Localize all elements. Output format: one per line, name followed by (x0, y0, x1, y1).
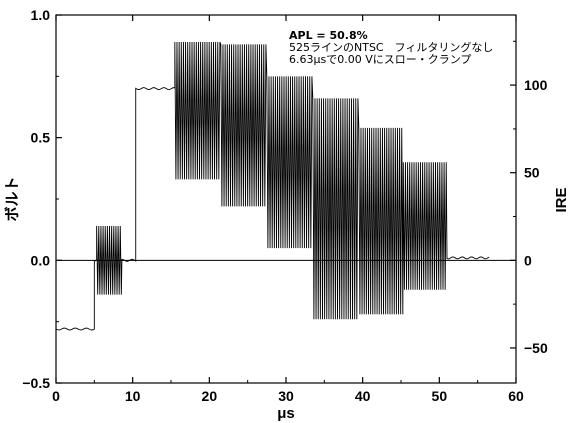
x-tick-label: 40 (355, 388, 371, 404)
annotation-clamp: 6.63μsで0.00 Vにスロー・クランプ (289, 53, 471, 66)
annotation-apl: APL = 50.8% (289, 29, 368, 42)
waveform-trace-0 (55, 41, 490, 331)
y-axis-left-label: ボルト (4, 176, 21, 221)
y-axis-right-ticks: −50 0 50 100 (510, 40, 548, 356)
y-right-tick-label: −50 (524, 340, 548, 356)
y-axis-left-ticks: −0.5 0.0 0.5 1.0 (22, 7, 62, 391)
x-tick-label: 0 (52, 388, 60, 404)
x-axis-label: μs (277, 405, 295, 422)
y-left-tick-label: 0.0 (31, 252, 51, 268)
y-axis-right-label: IRE (553, 187, 570, 212)
x-tick-label: 50 (432, 388, 448, 404)
x-tick-label: 30 (278, 388, 294, 404)
y-left-tick-label: 0.5 (31, 130, 51, 146)
x-tick-label: 10 (125, 388, 141, 404)
x-axis-ticks: 0 10 20 30 40 50 60 (52, 15, 524, 404)
y-right-tick-label: 50 (524, 165, 540, 181)
y-right-tick-label: 100 (524, 77, 548, 93)
y-left-tick-label: −0.5 (22, 375, 50, 391)
y-right-tick-label: 0 (524, 252, 532, 268)
plot-frame (55, 14, 517, 384)
x-tick-label: 60 (508, 388, 524, 404)
y-left-tick-label: 1.0 (31, 7, 51, 23)
x-tick-label: 20 (202, 388, 218, 404)
annotation-ntsc: 525ラインのNTSC フィルタリングなし (289, 40, 493, 54)
waveform (55, 41, 490, 331)
